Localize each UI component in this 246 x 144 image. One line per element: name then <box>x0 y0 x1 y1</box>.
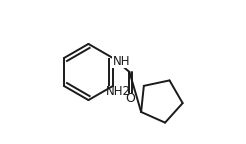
Text: NH: NH <box>113 55 131 68</box>
Text: NH2: NH2 <box>106 85 131 98</box>
Text: O: O <box>126 92 136 105</box>
